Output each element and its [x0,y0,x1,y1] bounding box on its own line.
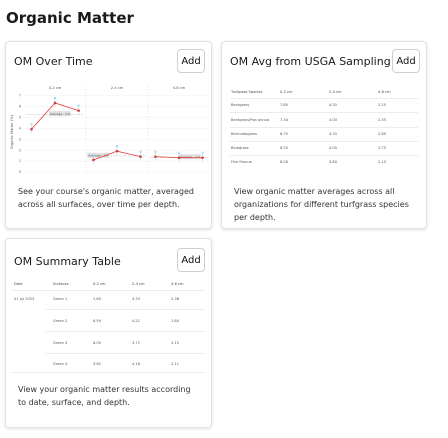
target-marker [30,123,33,126]
row-divider [46,309,205,310]
y-axis-label: Organic Matter (%) [10,114,14,149]
card-title: OM Summary Table [14,255,121,268]
species-cell: Bermudagrass [231,132,258,136]
table-header-surfaces: Surfaces [53,282,69,286]
table-header-date: Date [14,282,23,286]
value-cell: 4.35 [329,103,338,107]
y-tick-label: 3 [19,137,21,141]
row-divider [46,353,205,354]
target-marker [154,150,157,153]
row-divider [230,127,418,128]
value-cell: 7.34 [280,118,289,122]
value-cell: 8.00 [280,160,289,164]
page-title: Organic Matter [6,9,134,27]
y-tick-label: 7 [19,93,21,97]
panel-title: 2-4 cm [111,86,124,90]
om-over-time-card: OM Over Time Add Organic Matter (%) 0 1 2 3 4… [5,41,212,229]
average-label: Average - 1.4 [88,154,108,158]
y-tick-label: 0 [19,170,22,174]
date-cell: 01 Jul 2023 [14,297,35,301]
add-button[interactable]: Add [177,49,205,73]
average-label: Average - 1.3 [180,155,200,159]
table-header-species: Turfgrass Species [231,90,263,94]
surface-cell: Green 3 [53,341,68,345]
value-cell: 6.59 [93,319,102,323]
target-marker [53,96,57,100]
value-cell: 4.35 [329,132,338,136]
add-button[interactable]: Add [392,49,420,73]
value-cell: 2.75 [378,146,387,150]
target-marker [139,150,142,153]
value-cell: 2.10 [378,160,387,164]
add-button[interactable]: Add [177,248,205,272]
table-header-0-2: 0-2 cm [280,90,293,94]
y-tick-label: 6 [19,104,22,108]
row-divider [230,155,418,156]
target-marker [201,151,204,154]
value-cell: 2.38 [171,297,180,301]
value-cell: 4.05 [329,146,338,150]
value-cell: 3.71 [132,341,141,345]
target-marker [177,151,181,154]
value-cell: 3.62 [93,362,102,366]
value-cell: 6.00 [93,341,102,345]
card-description: View your organic matter results accordi… [18,385,191,407]
value-cell: 2.80 [378,132,387,136]
average-label-bg [48,111,71,117]
value-cell: 6.75 [280,132,289,136]
surface-cell: Green 2 [53,319,68,323]
card-description: View organic matter averages across all … [234,187,409,222]
value-cell: 2.35 [378,118,387,122]
om-avg-usga-card: OM Avg from USGA Sampling Add Turfgrass … [221,41,427,229]
card-title: OM Over Time [14,55,93,68]
species-cell: Bentgrass [231,103,250,107]
species-cell: Fine Fescue [231,160,252,164]
card-header: OM Summary Table Add [6,239,211,277]
card-description: See your course's organic matter, averag… [18,187,194,209]
y-tick-label: 4 [19,126,22,130]
species-cell: Bluegrass [231,146,249,150]
panel-title: 4-6 cm [173,86,186,90]
value-cell: 2.25 [378,103,387,107]
table-header-2-4: 2-4 cm [329,90,342,94]
target-marker [92,153,95,157]
row-divider [230,98,418,99]
average-label: Average - 4.6 [50,112,70,116]
surface-cell: Green 1 [53,297,68,301]
table-header-4-6: 4-6 cm [378,90,391,94]
row-divider [46,331,205,332]
card-header: OM Avg from USGA Sampling Add [222,42,426,80]
row-divider [230,141,418,142]
value-cell: 4.33 [132,297,141,301]
card-title: OM Avg from USGA Sampling [230,55,391,68]
value-cell: 1.80 [171,319,180,323]
om-over-time-chart: Organic Matter (%) 0 1 2 3 4 5 6 7 0-2 cm Average … [10,86,210,174]
table-header-4-6: 4-6 cm [171,282,184,286]
panel-title: 0-2 cm [49,86,62,90]
value-cell: 3.80 [329,160,338,164]
value-cell: 6.55 [280,146,289,150]
surface-cell: Green 4 [53,362,68,366]
y-tick-label: 5 [19,115,21,119]
target-marker [115,145,119,148]
y-tick-label: 1 [19,159,21,163]
target-marker [77,104,80,107]
value-cell: 4.21 [132,319,141,323]
row-divider [230,112,418,113]
value-cell: 7.85 [280,103,289,107]
table-header-0-2: 0-2 cm [93,282,106,286]
species-cell: Bentgrass/Poa annua [231,118,270,122]
row-divider [12,372,205,373]
value-cell: 4.00 [329,118,338,122]
value-cell: 4.16 [132,362,141,366]
y-tick-label: 2 [19,148,21,152]
om-summary-card: OM Summary Table Add Date Surfaces 0-2 c… [5,238,212,428]
table-header-2-4: 2-4 cm [132,282,145,286]
card-header: OM Over Time Add [6,42,211,80]
value-cell: 2.11 [171,362,180,366]
value-cell: 2.80 [93,297,102,301]
value-cell: 2.12 [171,341,180,345]
row-divider [12,290,205,291]
